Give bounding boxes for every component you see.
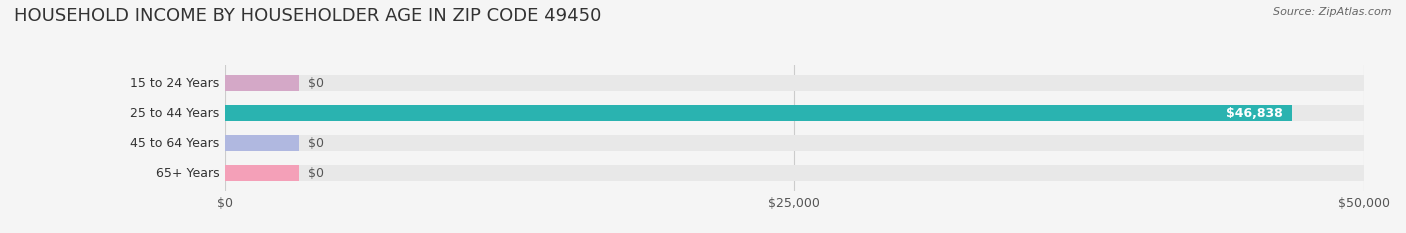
Bar bbox=[225, 135, 299, 151]
Text: $0: $0 bbox=[308, 137, 325, 150]
Text: Source: ZipAtlas.com: Source: ZipAtlas.com bbox=[1274, 7, 1392, 17]
Text: $0: $0 bbox=[308, 167, 325, 180]
Bar bbox=[225, 75, 299, 92]
Bar bbox=[225, 75, 1364, 92]
Bar bbox=[225, 105, 1364, 121]
Text: $0: $0 bbox=[308, 77, 325, 90]
Text: 45 to 64 Years: 45 to 64 Years bbox=[129, 137, 219, 150]
Bar bbox=[225, 165, 1364, 181]
Text: HOUSEHOLD INCOME BY HOUSEHOLDER AGE IN ZIP CODE 49450: HOUSEHOLD INCOME BY HOUSEHOLDER AGE IN Z… bbox=[14, 7, 602, 25]
Bar bbox=[225, 105, 1292, 121]
Text: $46,838: $46,838 bbox=[1226, 107, 1282, 120]
Bar bbox=[225, 165, 299, 181]
Text: 25 to 44 Years: 25 to 44 Years bbox=[129, 107, 219, 120]
Bar bbox=[225, 135, 1364, 151]
Text: 15 to 24 Years: 15 to 24 Years bbox=[129, 77, 219, 90]
Text: 65+ Years: 65+ Years bbox=[156, 167, 219, 180]
